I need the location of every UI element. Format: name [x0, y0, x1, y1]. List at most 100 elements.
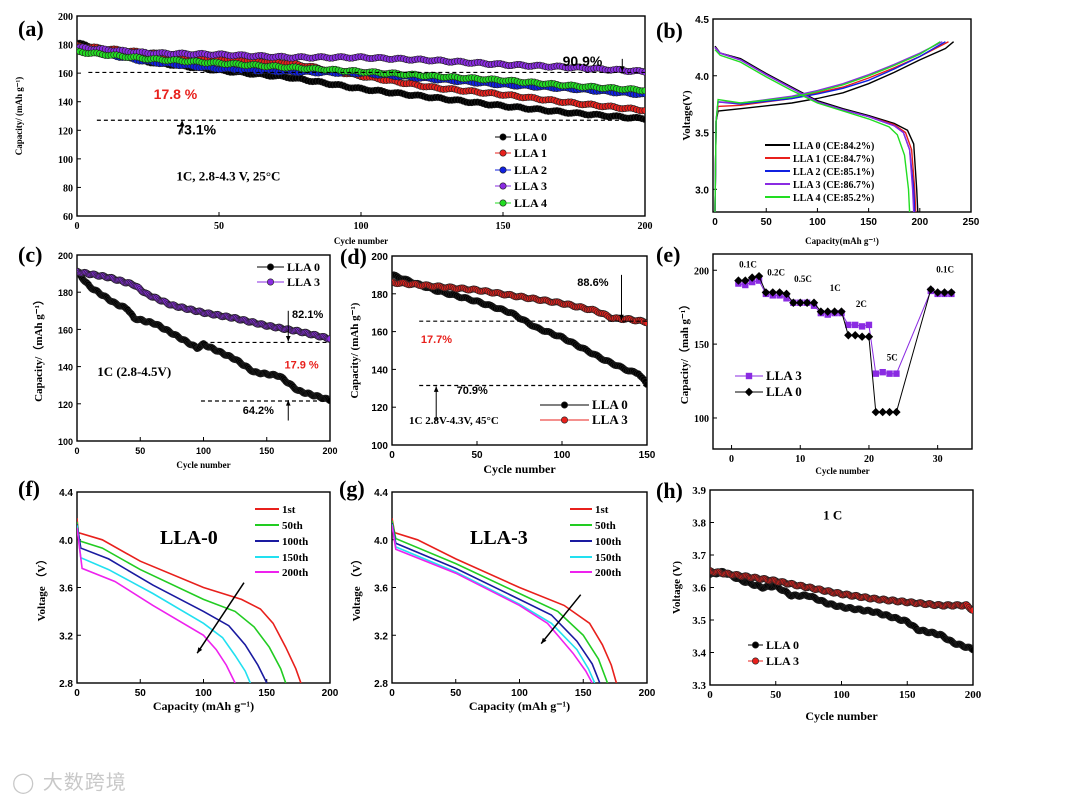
- x-axis-title: Cycle number: [805, 709, 878, 723]
- data-point: [809, 298, 819, 307]
- series-line: [77, 525, 252, 683]
- legend-marker: [560, 401, 568, 409]
- y-tick-label: 4.5: [695, 15, 709, 26]
- annotation: 17.9 %: [284, 359, 318, 371]
- legend-label: LLA 3: [592, 412, 628, 427]
- legend-label: 150th: [595, 552, 621, 564]
- data-point: [830, 307, 839, 316]
- series-line: [77, 527, 236, 683]
- legend-marker: [266, 278, 274, 286]
- legend-label: LLA 3: [287, 275, 320, 289]
- annotation: 0.2C: [767, 267, 785, 277]
- data-point: [872, 370, 880, 377]
- series-lla-3: [710, 567, 973, 614]
- annotation: 73.1%: [176, 122, 216, 138]
- series-50th: [392, 520, 609, 683]
- legend-marker: [266, 263, 274, 271]
- plot-area: [710, 567, 973, 654]
- annotation: 0.1C: [936, 264, 954, 274]
- y-tick-label: 4.0: [374, 536, 388, 547]
- legend-marker: [745, 372, 753, 380]
- annotation: 1C 2.8V-4.3V, 45°C: [409, 415, 499, 427]
- y-tick-label: 140: [371, 365, 388, 376]
- legend-label: 200th: [282, 567, 308, 579]
- x-tick-label: 200: [639, 688, 656, 699]
- series-1st: [77, 518, 302, 683]
- data-point: [844, 331, 853, 340]
- x-tick-label: 50: [135, 446, 145, 456]
- x-tick-label: 50: [770, 689, 782, 701]
- y-tick-label: 2.8: [59, 679, 73, 690]
- y-tick-label: 180: [58, 288, 73, 298]
- legend-label: LLA 3 (CE:86.7%): [793, 180, 874, 191]
- chart-panel-g: (g) 0 50 100 150 200 2.8 3.2 3.6 4.0 4.4 Capacity (…: [339, 476, 656, 713]
- data-point: [734, 276, 743, 285]
- arrow: [540, 594, 582, 645]
- series-line: [392, 518, 618, 683]
- data-point: [741, 276, 750, 285]
- x-tick-label: 100: [809, 217, 826, 228]
- series-line: [392, 522, 601, 683]
- data-point: [845, 321, 852, 329]
- x-tick-label: 30: [933, 454, 943, 465]
- y-tick-label: 120: [58, 126, 73, 137]
- x-axis-title: Capacity (mAh g⁻¹): [153, 699, 254, 713]
- y-tick-label: 100: [58, 155, 73, 166]
- data-point: [879, 368, 886, 376]
- chart-panel-b: (b) 0 50 100 150 200 250 3.0 3.5 4.0 4.5 Capacity(m…: [656, 15, 980, 246]
- y-tick-label: 180: [58, 41, 73, 52]
- annotation: 1C, 2.8-4.3 V, 25°C: [176, 168, 280, 183]
- arrow-head: [433, 386, 439, 392]
- y-tick-label: 200: [694, 266, 709, 277]
- arrow-head: [619, 314, 624, 321]
- series-line: [77, 524, 268, 683]
- series-1st: [392, 518, 618, 683]
- x-tick-label: 250: [963, 217, 980, 228]
- x-tick-label: 0: [74, 688, 80, 699]
- data-point: [893, 370, 900, 377]
- data-point: [748, 278, 756, 286]
- y-tick-label: 200: [371, 252, 388, 263]
- x-tick-label: 10: [795, 454, 805, 465]
- panel-label: (a): [18, 16, 44, 41]
- panel-label: (g): [339, 476, 365, 501]
- data-point: [865, 321, 873, 329]
- y-tick-label: 3.8: [692, 518, 706, 530]
- data-point: [892, 407, 901, 417]
- legend-label: LLA 3: [766, 368, 802, 383]
- annotation: 0.1C: [739, 259, 757, 269]
- series-lla-0: [710, 567, 973, 654]
- legend-label: LLA 2: [514, 163, 547, 177]
- x-tick-label: 50: [450, 688, 462, 699]
- plot-frame: [76, 15, 646, 217]
- x-tick-label: 0: [729, 454, 734, 465]
- arrow-head: [285, 400, 291, 406]
- annotation: 5C: [887, 352, 898, 362]
- data-point: [789, 298, 798, 307]
- data-point: [871, 407, 881, 417]
- x-tick-label: 200: [322, 446, 337, 456]
- data-point: [802, 298, 812, 307]
- x-tick-label: 200: [322, 688, 339, 699]
- series-200th: [77, 527, 236, 683]
- series-line: [77, 521, 287, 683]
- discharge-curve: [714, 45, 919, 212]
- legend-marker: [499, 133, 507, 141]
- x-tick-label: 200: [638, 221, 653, 232]
- chart-panel-d: (d) 0 50 100 150 100 120 140 160 180 200 Cycle numb…: [340, 244, 656, 476]
- series-line: [392, 525, 593, 683]
- data-point: [885, 407, 894, 417]
- y-axis-title: Voltage(V): [681, 90, 693, 141]
- annotation: 17.8 %: [154, 86, 198, 102]
- legend-marker: [499, 182, 507, 190]
- data-point: [886, 370, 893, 377]
- x-tick-label: 200: [911, 217, 928, 228]
- y-tick-label: 200: [58, 12, 73, 23]
- panel-label: (b): [656, 18, 683, 43]
- plot-frame: [712, 18, 972, 213]
- y-axis-title: Capacity/ (mAh g⁻¹): [349, 302, 361, 398]
- y-tick-label: 120: [58, 400, 73, 410]
- y-tick-label: 4.0: [695, 72, 709, 83]
- data-point: [858, 323, 866, 330]
